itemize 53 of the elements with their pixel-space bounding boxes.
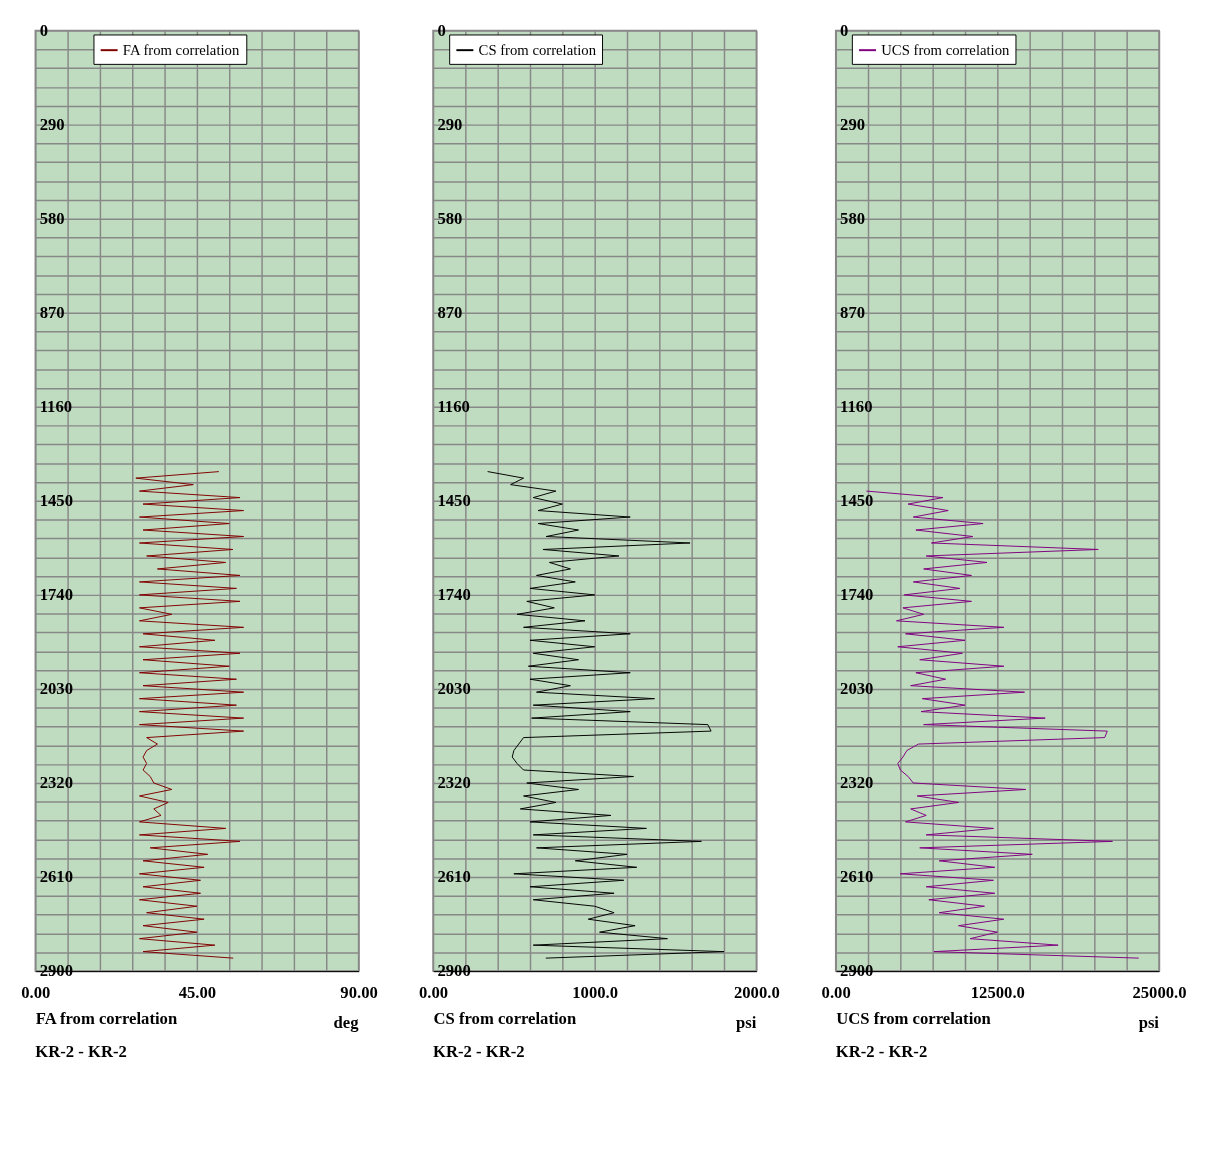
- x-tick-label: 90.00: [340, 983, 378, 1003]
- y-tick-label: 870: [437, 303, 463, 323]
- y-tick-label: 0: [39, 20, 49, 40]
- x-tick-label: 0.00: [418, 983, 449, 1003]
- legend-label: UCS from correlation: [881, 42, 1010, 59]
- x-tick-label: 45.00: [178, 983, 217, 1003]
- y-tick-label: 1450: [39, 491, 73, 511]
- x-tick-label: 0.00: [821, 983, 851, 1003]
- y-tick-label: 870: [39, 303, 65, 323]
- y-tick-label: 290: [437, 115, 463, 135]
- x-tick-label: 25000.0: [1132, 983, 1187, 1003]
- y-tick-label: 0: [437, 20, 446, 40]
- y-tick-label: 580: [840, 209, 866, 229]
- y-tick-label: 290: [39, 115, 65, 135]
- x-axis-title: FA from correlation: [35, 1008, 178, 1028]
- y-tick-label: 580: [437, 209, 463, 229]
- y-tick-label: 2610: [437, 867, 471, 887]
- legend-label: FA from correlation: [122, 42, 240, 59]
- y-tick-label: 1160: [840, 397, 873, 417]
- y-tick-label: 2030: [840, 679, 874, 699]
- text: deg: [333, 1012, 360, 1032]
- y-tick-label: 2610: [840, 867, 874, 887]
- y-tick-label: 2030: [437, 679, 471, 699]
- text: psi: [1138, 1012, 1160, 1032]
- y-tick-label: 1160: [39, 397, 73, 417]
- x-tick-label: 0.00: [21, 983, 51, 1003]
- y-tick-label: 1160: [437, 397, 470, 417]
- y-tick-label: 1740: [437, 585, 471, 605]
- y-tick-label: 1450: [437, 491, 471, 511]
- y-tick-label: 1450: [840, 491, 874, 511]
- y-tick-label: 1740: [840, 585, 874, 605]
- text: KR-2 - KR-2: [433, 1042, 525, 1062]
- x-tick-label: 1000.0: [572, 983, 619, 1003]
- x-tick-label: 12500.0: [970, 983, 1025, 1003]
- y-tick-label: 580: [39, 209, 65, 229]
- text: psi: [735, 1012, 757, 1032]
- y-tick-label: 290: [840, 115, 866, 135]
- y-tick-label: 2610: [39, 867, 73, 887]
- y-tick-label: 2320: [39, 773, 73, 793]
- line-series: [487, 471, 725, 959]
- y-tick-label: 1740: [39, 585, 73, 605]
- y-tick-label: 2320: [840, 773, 874, 793]
- text: KR-2 - KR-2: [835, 1042, 928, 1062]
- y-tick-label: 0: [840, 20, 849, 40]
- x-tick-label: 2000.0: [733, 983, 780, 1003]
- line-series: [135, 471, 245, 959]
- y-tick-label: 2030: [39, 679, 73, 699]
- y-tick-label: 870: [840, 303, 866, 323]
- text: KR-2 - KR-2: [35, 1042, 127, 1062]
- legend-label: CS from correlation: [478, 42, 597, 59]
- x-axis-title: UCS from correlation: [836, 1008, 991, 1028]
- x-axis-title: CS from correlation: [433, 1008, 577, 1028]
- y-tick-label: 2320: [437, 773, 471, 793]
